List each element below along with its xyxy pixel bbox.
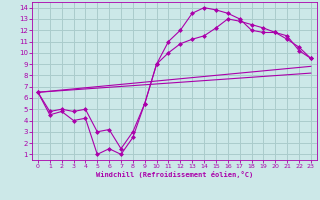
X-axis label: Windchill (Refroidissement éolien,°C): Windchill (Refroidissement éolien,°C) <box>96 171 253 178</box>
